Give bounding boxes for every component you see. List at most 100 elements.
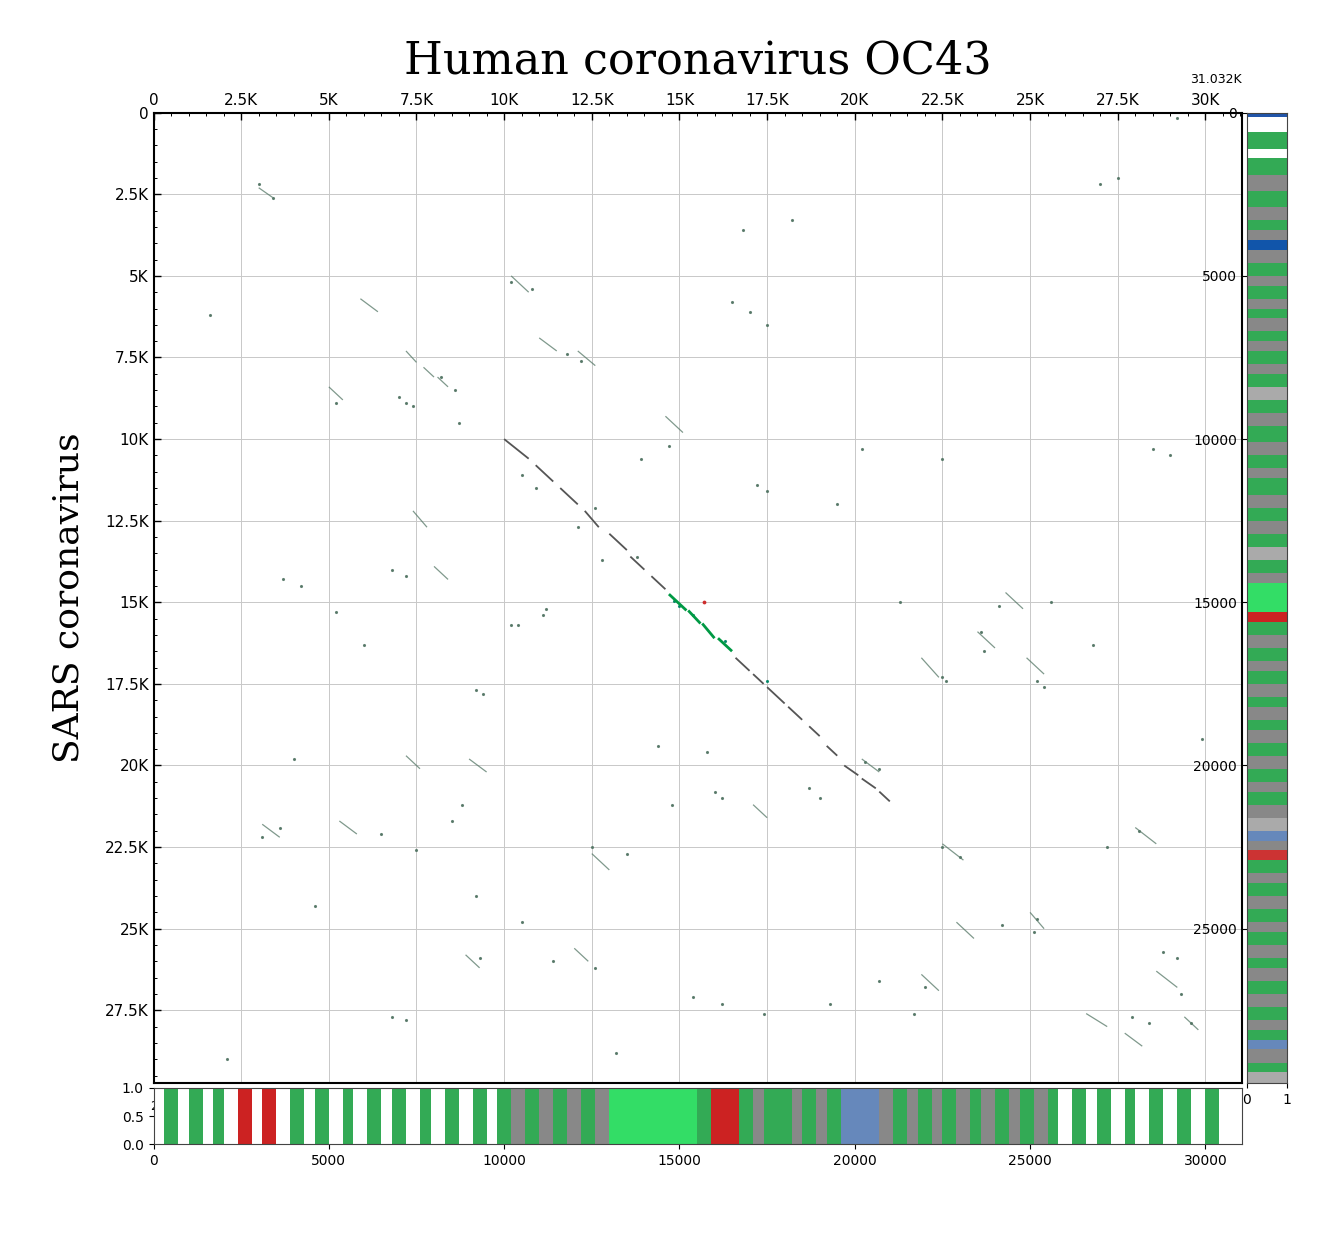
Bar	[1135, 1088, 1149, 1144]
Bar	[1247, 994, 1287, 1007]
Bar	[1247, 598, 1287, 612]
Bar	[1247, 805, 1287, 818]
Bar	[854, 1088, 869, 1144]
Bar	[1247, 547, 1287, 560]
Bar	[880, 1088, 893, 1144]
Bar	[627, 1088, 645, 1144]
Bar	[1247, 230, 1287, 240]
Bar	[1247, 1049, 1287, 1063]
Bar	[445, 1088, 458, 1144]
Bar	[1247, 113, 1287, 116]
Bar	[1247, 495, 1287, 507]
Bar	[224, 1088, 238, 1144]
Bar	[1247, 116, 1287, 133]
Bar	[1247, 521, 1287, 533]
Bar	[1206, 1088, 1219, 1144]
Bar	[1247, 249, 1287, 263]
Bar	[473, 1088, 487, 1144]
Bar	[1247, 945, 1287, 958]
Bar	[956, 1088, 971, 1144]
Bar	[908, 1088, 918, 1144]
Bar	[421, 1088, 430, 1144]
Bar	[680, 1088, 697, 1144]
Bar	[406, 1088, 421, 1144]
Bar	[1247, 582, 1287, 598]
Bar	[367, 1088, 382, 1144]
Bar	[981, 1088, 995, 1144]
Bar	[595, 1088, 609, 1144]
Bar	[1247, 308, 1287, 318]
Bar	[1247, 931, 1287, 945]
Bar	[1247, 1072, 1287, 1083]
Bar	[188, 1088, 203, 1144]
Bar	[1247, 240, 1287, 249]
Bar	[214, 1088, 224, 1144]
Text: 29.727K: 29.727K	[151, 1101, 202, 1113]
Bar	[1247, 720, 1287, 730]
Bar	[1247, 883, 1287, 896]
Bar	[290, 1088, 304, 1144]
Bar	[1247, 318, 1287, 332]
Bar	[1247, 573, 1287, 582]
Bar	[497, 1088, 511, 1144]
Bar	[1247, 850, 1287, 860]
Bar	[178, 1088, 188, 1144]
Bar	[893, 1088, 908, 1144]
Bar	[971, 1088, 981, 1144]
Bar	[1247, 781, 1287, 791]
Bar	[1247, 968, 1287, 980]
Bar	[1247, 706, 1287, 720]
Bar	[164, 1088, 178, 1144]
Bar	[662, 1088, 680, 1144]
Bar	[1009, 1088, 1020, 1144]
Bar	[826, 1088, 841, 1144]
Bar	[458, 1088, 473, 1144]
Bar	[1247, 661, 1287, 671]
Bar	[276, 1088, 290, 1144]
Bar	[1247, 533, 1287, 547]
Bar	[304, 1088, 315, 1144]
Bar	[1247, 442, 1287, 456]
Bar	[1124, 1088, 1135, 1144]
Bar	[1247, 909, 1287, 923]
Bar	[1033, 1088, 1048, 1144]
Bar	[1247, 1030, 1287, 1039]
Bar	[802, 1088, 816, 1144]
Bar	[725, 1088, 740, 1144]
Bar	[1247, 1039, 1287, 1049]
Bar	[918, 1088, 932, 1144]
Bar	[1191, 1088, 1206, 1144]
Bar	[1247, 1063, 1287, 1072]
Bar	[1149, 1088, 1163, 1144]
Bar	[1247, 730, 1287, 742]
Bar	[343, 1088, 354, 1144]
Bar	[581, 1088, 595, 1144]
Bar	[1247, 149, 1287, 158]
Bar	[1072, 1088, 1087, 1144]
Bar	[1247, 649, 1287, 661]
Bar	[1247, 220, 1287, 230]
Bar	[740, 1088, 753, 1144]
Bar	[539, 1088, 553, 1144]
Bar	[764, 1088, 777, 1144]
Bar	[1247, 831, 1287, 840]
Bar	[1247, 697, 1287, 706]
Bar	[262, 1088, 276, 1144]
Bar	[1247, 275, 1287, 285]
Bar	[1048, 1088, 1059, 1144]
Bar	[1247, 769, 1287, 781]
Bar	[1247, 158, 1287, 175]
Bar	[315, 1088, 328, 1144]
Bar	[841, 1088, 854, 1144]
Bar	[1247, 560, 1287, 573]
Bar	[869, 1088, 880, 1144]
Text: 31.032K: 31.032K	[1189, 73, 1242, 85]
Title: Human coronavirus OC43: Human coronavirus OC43	[403, 40, 992, 83]
Bar	[1247, 791, 1287, 805]
Bar	[154, 1088, 164, 1144]
Bar	[1247, 263, 1287, 275]
Bar	[1219, 1088, 1234, 1144]
Bar	[1247, 896, 1287, 909]
Bar	[553, 1088, 567, 1144]
Bar	[1247, 478, 1287, 495]
